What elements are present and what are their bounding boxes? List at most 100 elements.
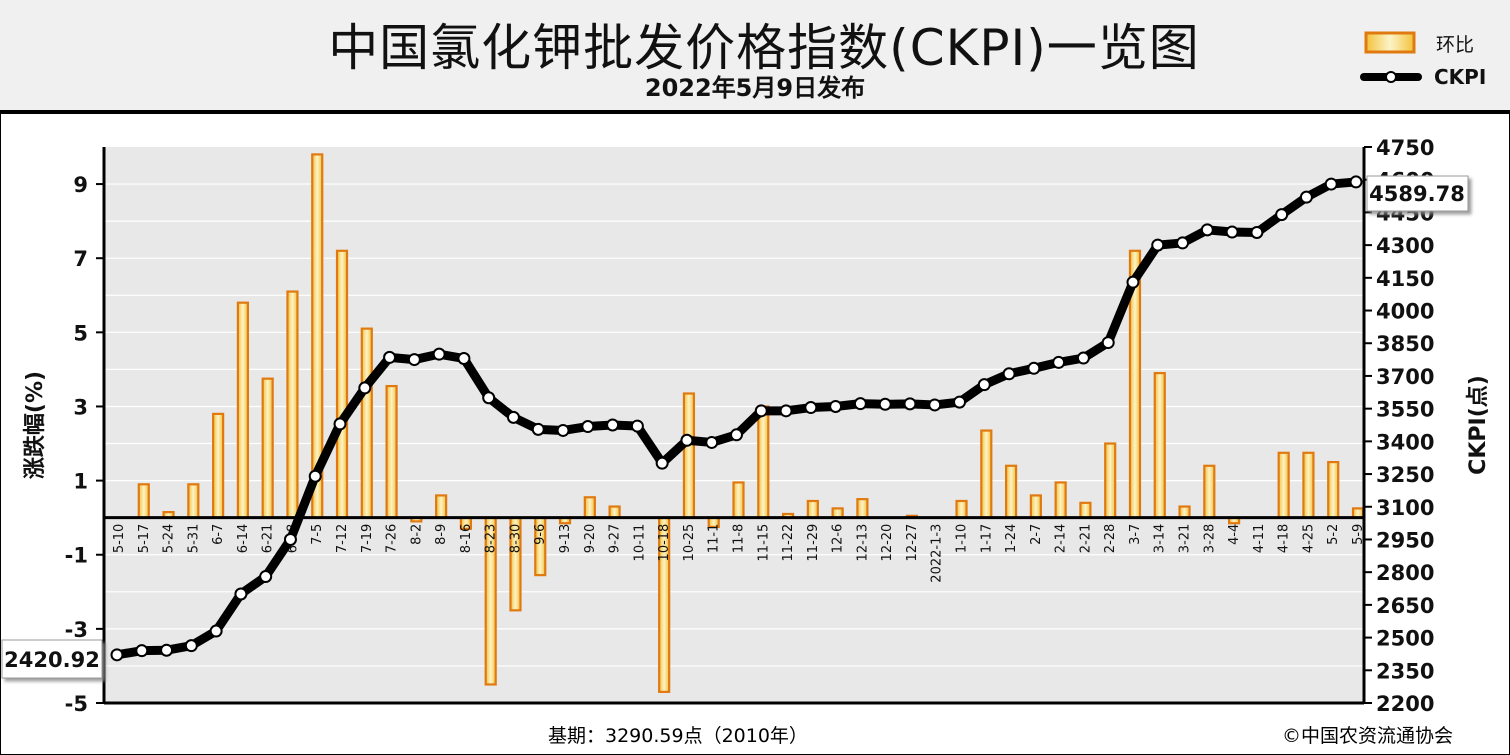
ckpi-point bbox=[407, 353, 421, 367]
right-tick-label: 2650 bbox=[1376, 594, 1434, 618]
ckpi-point bbox=[928, 398, 942, 412]
annotation-start: 2420.92 bbox=[1, 639, 103, 679]
category-label: 6-7 bbox=[211, 524, 226, 545]
ckpi-point bbox=[680, 433, 694, 447]
ckpi-point bbox=[432, 347, 446, 361]
bar bbox=[856, 498, 869, 519]
category-labels: 5-105-175-245-316-76-146-216-287-57-127-… bbox=[112, 524, 1366, 583]
ckpi-point bbox=[630, 419, 644, 433]
category-label: 5-31 bbox=[186, 524, 201, 554]
ckpi-point bbox=[953, 395, 967, 409]
ckpi-point bbox=[606, 418, 620, 432]
right-tick-label: 4750 bbox=[1376, 136, 1434, 160]
bar bbox=[980, 429, 993, 519]
ckpi-point bbox=[184, 639, 198, 653]
ckpi-point bbox=[556, 423, 570, 437]
ckpi-point bbox=[804, 401, 818, 415]
ckpi-point bbox=[160, 643, 174, 657]
right-tick-label: 3400 bbox=[1376, 430, 1434, 454]
ckpi-point bbox=[531, 422, 545, 436]
ckpi-point bbox=[829, 399, 843, 413]
category-label: 12-27 bbox=[905, 524, 920, 562]
category-label: 1-10 bbox=[955, 524, 970, 554]
category-label: 10-25 bbox=[682, 524, 697, 562]
category-label: 8-30 bbox=[508, 524, 523, 554]
bar bbox=[261, 377, 274, 519]
ckpi-point bbox=[1126, 275, 1140, 289]
category-label: 2-28 bbox=[1103, 524, 1118, 554]
right-tick-label: 3550 bbox=[1376, 398, 1434, 422]
bar bbox=[1079, 501, 1092, 519]
ckpi-point bbox=[1225, 225, 1239, 239]
ckpi-point bbox=[358, 381, 372, 395]
bar bbox=[360, 327, 373, 519]
category-label: 4-18 bbox=[1277, 524, 1292, 554]
right-tick-label: 3100 bbox=[1376, 496, 1434, 520]
ckpi-point bbox=[705, 435, 719, 449]
bar bbox=[1153, 372, 1166, 519]
right-ticks: 4750460044504300415040003850370035503400… bbox=[1364, 136, 1434, 716]
annotation-end: 4589.78 bbox=[1366, 175, 1469, 212]
category-label: 9-6 bbox=[533, 524, 548, 545]
right-tick-label: 2500 bbox=[1376, 627, 1434, 651]
annotation-end-box bbox=[1366, 175, 1469, 212]
ckpi-point bbox=[903, 397, 917, 411]
category-label: 6-21 bbox=[261, 524, 276, 554]
ckpi-point bbox=[1002, 367, 1016, 381]
category-label: 4-4 bbox=[1227, 524, 1242, 545]
category-label: 12-13 bbox=[855, 524, 870, 562]
ckpi-point bbox=[1027, 361, 1041, 375]
category-label: 11-15 bbox=[756, 524, 771, 562]
bar bbox=[187, 483, 200, 519]
bar bbox=[1327, 460, 1340, 519]
category-label: 11-29 bbox=[806, 524, 821, 562]
category-label: 5-9 bbox=[1351, 524, 1366, 545]
bar bbox=[806, 499, 819, 519]
category-label: 11-1 bbox=[707, 524, 722, 554]
bar bbox=[1302, 451, 1315, 519]
bar bbox=[212, 412, 225, 519]
category-label: 5-24 bbox=[162, 524, 177, 554]
right-tick-label: 4300 bbox=[1376, 234, 1434, 258]
base-period-note: 基期：3290.59点（2010年） bbox=[548, 725, 808, 747]
bar bbox=[137, 483, 150, 519]
left-ticks: 9 7 5 3 1 -1 -3 -5 bbox=[65, 173, 104, 716]
right-tick-label: 4000 bbox=[1376, 300, 1434, 324]
ckpi-point bbox=[655, 456, 669, 470]
bar bbox=[757, 405, 770, 519]
chart-title: 中国氯化钾批发价格指数(CKPI)一览图 bbox=[328, 19, 1200, 77]
right-tick-label: 2350 bbox=[1376, 659, 1434, 683]
category-label: 2-21 bbox=[1078, 524, 1093, 554]
ckpi-point bbox=[1076, 351, 1090, 365]
ckpi-point bbox=[333, 417, 347, 431]
bar bbox=[435, 494, 448, 519]
right-tick-label: 2800 bbox=[1376, 561, 1434, 585]
category-label: 7-19 bbox=[360, 524, 375, 554]
category-label: 2-14 bbox=[1054, 524, 1069, 554]
category-label: 7-12 bbox=[335, 524, 350, 554]
ckpi-point bbox=[1299, 190, 1313, 204]
ckpi-point bbox=[234, 587, 248, 601]
category-label: 6-14 bbox=[236, 524, 251, 554]
ckpi-point bbox=[482, 391, 496, 405]
right-tick-label: 4150 bbox=[1376, 267, 1434, 291]
ckpi-point bbox=[1250, 225, 1264, 239]
ckpi-point bbox=[977, 378, 991, 392]
bar bbox=[335, 249, 349, 519]
ckpi-point bbox=[209, 624, 223, 638]
category-label: 9-20 bbox=[583, 524, 598, 554]
legend: 环比 CKPI bbox=[1360, 31, 1486, 89]
bar bbox=[732, 481, 745, 519]
ckpi-point bbox=[383, 350, 397, 364]
axes bbox=[102, 147, 1366, 705]
ckpi-point bbox=[506, 410, 520, 424]
ckpi-point bbox=[581, 420, 595, 434]
ckpi-point bbox=[1349, 175, 1363, 189]
copyright-note: ©中国农资流通协会 bbox=[1282, 725, 1454, 747]
category-label: 3-21 bbox=[1178, 524, 1193, 554]
bar bbox=[236, 301, 249, 519]
left-tick-label: 5 bbox=[73, 321, 88, 345]
category-label: 11-22 bbox=[781, 524, 796, 562]
right-tick-label: 2200 bbox=[1376, 692, 1434, 716]
